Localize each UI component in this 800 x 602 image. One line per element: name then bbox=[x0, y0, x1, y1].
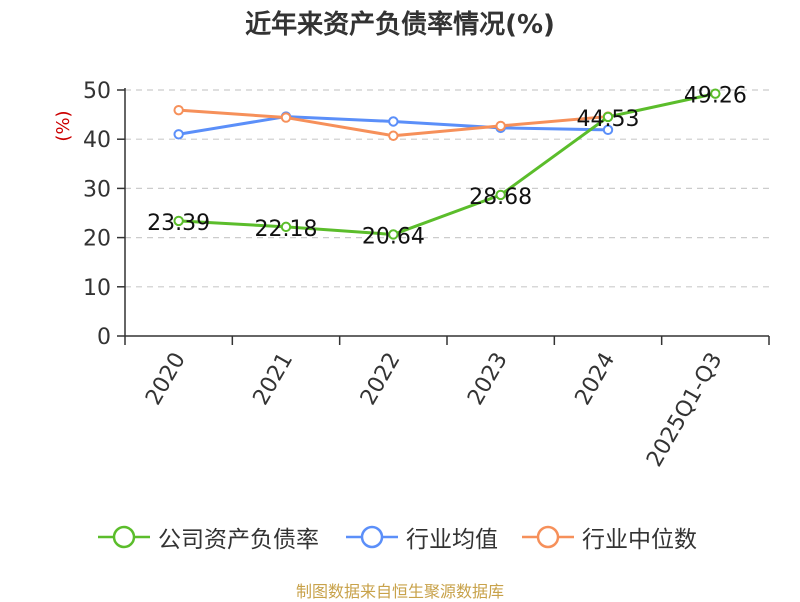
data-point bbox=[388, 130, 399, 141]
data-point bbox=[602, 124, 614, 136]
x-tick-label: 2024 bbox=[571, 349, 621, 410]
data-label: 28.68 bbox=[469, 185, 532, 210]
x-tick-label: 2022 bbox=[356, 349, 406, 410]
data-label: 44.53 bbox=[577, 107, 640, 132]
grid-layer bbox=[125, 89, 769, 288]
data-label: 20.64 bbox=[362, 224, 425, 249]
legend-label: 行业中位数 bbox=[582, 527, 697, 553]
y-axis-title: (%) bbox=[53, 110, 74, 141]
label-layer: 23.39 22.18 20.64 28.68 44.53 49.26 bbox=[147, 84, 747, 250]
data-point bbox=[173, 104, 184, 116]
x-tick-label: 2021 bbox=[249, 349, 299, 410]
x-tick-label: 2023 bbox=[463, 349, 513, 410]
legend-marker-icon bbox=[346, 525, 398, 549]
series-layer bbox=[173, 88, 721, 240]
legend-item[interactable]: 公司资产负债率 bbox=[98, 520, 319, 554]
data-label: 49.26 bbox=[684, 84, 747, 109]
data-point bbox=[280, 112, 292, 123]
data-label: 23.39 bbox=[147, 211, 210, 236]
y-tick-label: 0 bbox=[97, 325, 111, 350]
data-point bbox=[710, 88, 721, 99]
axis-layer: 0 10 20 30 40 50 (%) 2020 2021 2022 2023 2024 2025Q1… bbox=[53, 79, 770, 472]
data-label: 22.18 bbox=[255, 217, 318, 242]
y-tick-label: 50 bbox=[83, 79, 111, 104]
y-tick-label: 30 bbox=[83, 177, 111, 202]
data-point bbox=[495, 189, 506, 201]
x-tick-label: 2020 bbox=[141, 349, 191, 410]
data-point bbox=[388, 229, 399, 240]
data-point bbox=[280, 221, 292, 233]
data-point bbox=[173, 215, 184, 227]
data-point bbox=[173, 129, 184, 140]
data-point bbox=[602, 111, 614, 123]
source-note: 制图数据来自恒生聚源数据库 bbox=[295, 582, 504, 601]
legend: 公司资产负债率 行业均值 行业中位数 bbox=[0, 520, 800, 554]
chart-title: 近年来资产负债率情况(%) bbox=[245, 10, 555, 40]
y-tick-label: 10 bbox=[83, 276, 111, 301]
x-tick-label: 2025Q1-Q3 bbox=[642, 349, 727, 472]
legend-label: 行业均值 bbox=[406, 527, 498, 553]
legend-item[interactable]: 行业中位数 bbox=[522, 520, 697, 554]
legend-label: 公司资产负债率 bbox=[158, 527, 319, 553]
legend-item[interactable]: 行业均值 bbox=[346, 520, 498, 554]
y-tick-label: 40 bbox=[83, 128, 111, 153]
legend-marker-icon bbox=[98, 525, 150, 549]
series-line bbox=[178, 92, 716, 236]
data-point bbox=[388, 116, 399, 127]
legend-marker-icon bbox=[522, 525, 574, 549]
y-tick-label: 20 bbox=[83, 227, 111, 252]
data-point bbox=[495, 120, 506, 132]
